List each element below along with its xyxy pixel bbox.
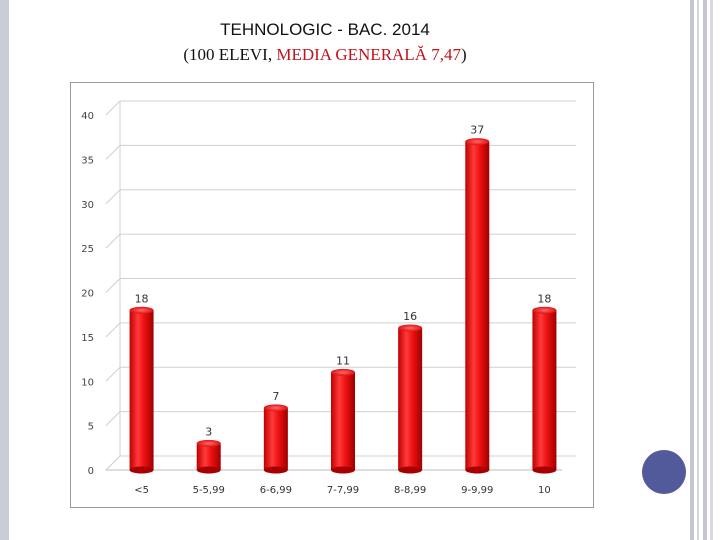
bar-base: [129, 466, 154, 474]
label-layer: 0 5 10 15 20 25 30 35 40 18 <5 3 5-5,99 7 6-6,99 11 7-7,…: [81, 111, 551, 496]
x-tick-label: 8-8,99: [394, 485, 426, 496]
gridline-slant: [105, 455, 121, 471]
y-tick-label: 0: [88, 466, 94, 477]
bar-top: [465, 138, 490, 146]
bar-top: [263, 404, 288, 412]
bar-chart: 0 5 10 15 20 25 30 35 40 18 <5 3 5-5,99 7 6-6,99 11 7-7,…: [81, 100, 576, 496]
bar: [532, 310, 557, 470]
bar-top: [398, 324, 423, 332]
bar-base: [263, 466, 288, 474]
bar-base: [398, 466, 423, 474]
right-border-stripe: [697, 0, 699, 540]
gridline-slant: [105, 278, 121, 293]
data-label: 37: [470, 124, 484, 137]
data-label: 18: [537, 292, 551, 305]
slide-subtitle: (100 ELEVI, MEDIA GENERALĂ 7,47): [0, 45, 650, 65]
bar: [331, 372, 355, 470]
data-label: 7: [272, 390, 279, 403]
bar: [263, 407, 288, 470]
gridline-slant: [105, 189, 121, 205]
gridline-slant: [105, 145, 121, 160]
bar-top: [532, 306, 557, 314]
bar: [398, 328, 423, 470]
subtitle-suffix: ): [460, 45, 467, 64]
gridline-slant: [105, 233, 121, 249]
right-border-stripe: [710, 0, 713, 540]
right-border-stripe: [690, 0, 694, 540]
subtitle-highlight: MEDIA GENERALĂ 7,47: [276, 45, 461, 64]
bar: [196, 443, 221, 470]
bar-base: [196, 466, 221, 474]
y-tick-label: 35: [81, 155, 94, 166]
decorative-circle: [642, 450, 686, 494]
y-tick-label: 5: [88, 422, 94, 433]
x-tick-label: 5-5,99: [193, 485, 225, 496]
data-label: 11: [336, 354, 350, 367]
gridline-slant: [105, 411, 121, 426]
bar: [129, 310, 154, 470]
bar-base: [532, 466, 557, 474]
x-tick-label: <5: [134, 485, 149, 496]
bar-layer: [129, 138, 557, 474]
data-label: 16: [403, 310, 417, 323]
slide-title: TEHNOLOGIC - BAC. 2014: [220, 20, 430, 39]
bar-top: [331, 368, 355, 376]
x-tick-label: 10: [538, 485, 551, 496]
bar-top: [129, 306, 154, 314]
gridline-slant: [105, 100, 121, 116]
bar-base: [331, 466, 355, 474]
y-tick-label: 40: [81, 111, 94, 122]
subtitle-prefix: (100 ELEVI,: [183, 45, 277, 64]
gridline-slant: [105, 322, 121, 338]
y-tick-label: 15: [81, 333, 94, 344]
x-tick-label: 6-6,99: [260, 485, 292, 496]
data-label: 18: [135, 292, 149, 305]
y-tick-label: 20: [81, 289, 94, 300]
y-tick-label: 10: [81, 377, 94, 388]
x-tick-label: 7-7,99: [327, 485, 359, 496]
data-label: 3: [205, 425, 212, 438]
y-tick-label: 25: [81, 244, 94, 255]
y-tick-label: 30: [81, 200, 94, 211]
right-border-stripe: [703, 0, 707, 540]
bar-top: [196, 439, 221, 447]
bar-base: [465, 466, 490, 474]
chart-frame: 0 5 10 15 20 25 30 35 40 18 <5 3 5-5,99 7 6-6,99 11 7-7,…: [70, 82, 594, 508]
gridline-slant: [105, 366, 121, 382]
left-border-bar: [0, 0, 9, 540]
x-tick-label: 9-9,99: [461, 485, 493, 496]
bar: [465, 141, 490, 470]
